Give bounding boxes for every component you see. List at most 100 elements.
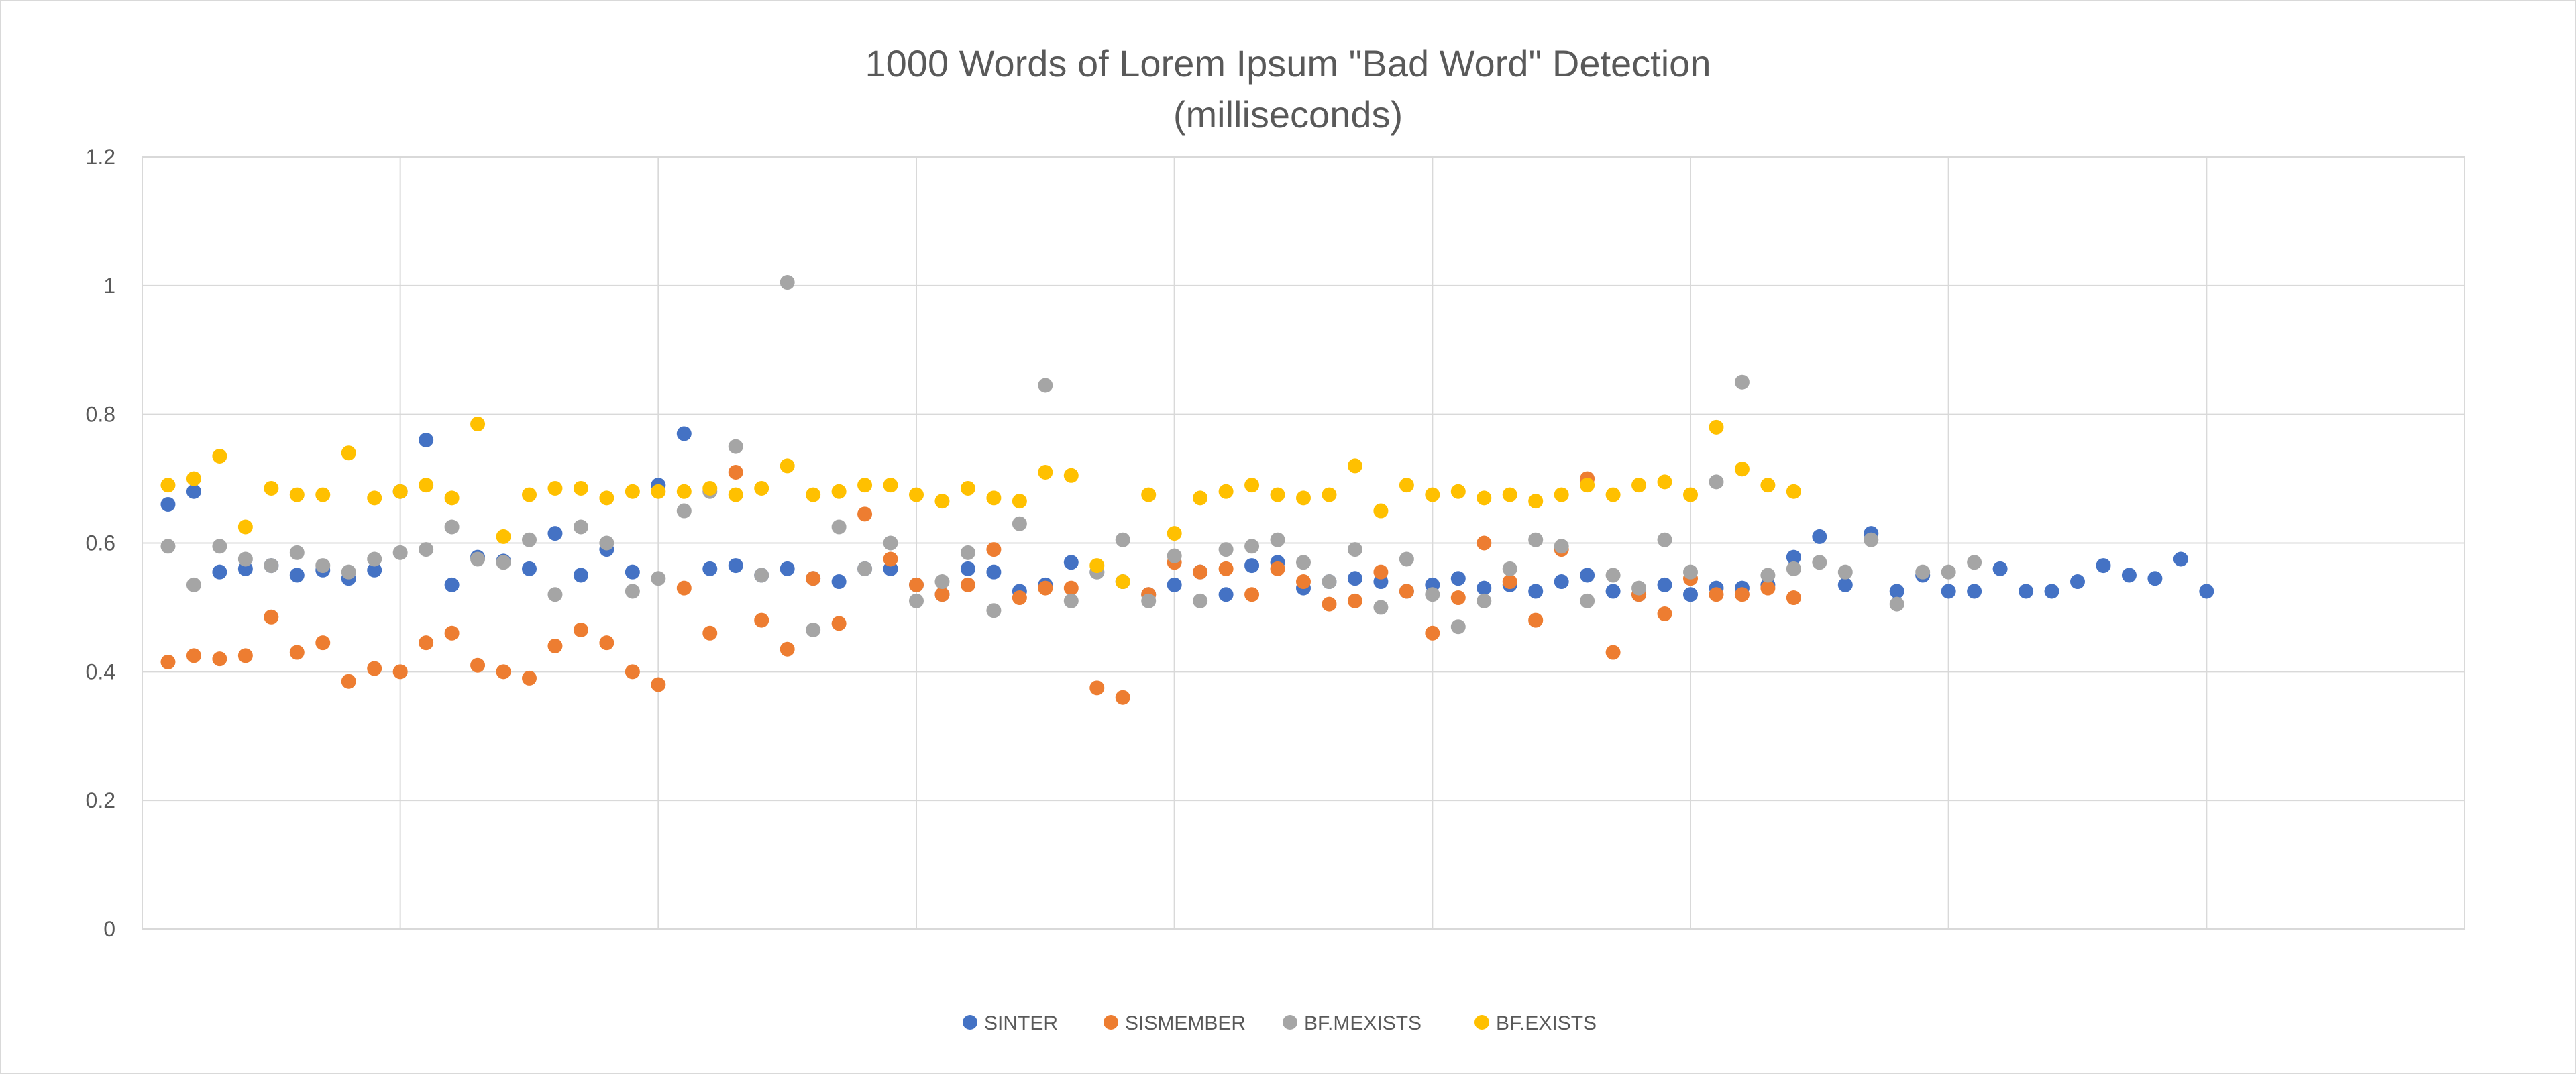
point-bf-exists [1373, 503, 1389, 519]
point-bf-exists [1502, 487, 1517, 502]
point-bf-exists [470, 417, 486, 432]
point-bf-mexists [934, 574, 950, 590]
point-sismember [237, 648, 253, 663]
point-sismember [1450, 590, 1466, 606]
point-bf-mexists [1554, 539, 1569, 554]
point-sismember [1477, 535, 1492, 551]
point-sinter [1528, 584, 1544, 599]
point-bf-exists [1141, 487, 1157, 502]
point-bf-exists [728, 487, 743, 502]
point-sismember [1605, 645, 1621, 660]
point-bf-exists [1425, 487, 1440, 502]
point-sinter [1477, 580, 1492, 596]
point-bf-exists [780, 458, 795, 474]
point-sismember [367, 661, 382, 676]
point-bf-exists [264, 480, 279, 496]
y-tick-label: 0.4 [86, 659, 115, 684]
point-sismember [419, 635, 434, 651]
point-sismember [702, 625, 718, 641]
point-bf-mexists [547, 587, 563, 602]
point-bf-exists [1193, 490, 1208, 506]
point-sismember [625, 664, 640, 680]
point-sismember [1244, 587, 1260, 602]
point-sismember [1347, 593, 1362, 608]
y-tick-label: 0.8 [86, 402, 115, 427]
legend-label-sismember: SISMEMBER [1125, 1012, 1246, 1034]
point-bf-mexists [1967, 555, 1982, 570]
point-sinter [625, 564, 640, 580]
point-bf-mexists [315, 558, 331, 574]
point-bf-mexists [1477, 593, 1492, 608]
point-sinter [1683, 587, 1698, 602]
point-bf-mexists [186, 577, 201, 592]
point-bf-exists [1631, 478, 1647, 493]
point-sismember [1760, 580, 1776, 596]
point-sismember [1063, 580, 1079, 596]
legend-label-bf-mexists: BF.MEXISTS [1304, 1012, 1421, 1034]
point-bf-exists [573, 480, 588, 496]
point-sismember [264, 609, 279, 625]
point-sinter [522, 561, 537, 576]
point-bf-exists [186, 471, 201, 486]
data-points [160, 275, 2214, 705]
point-bf-exists [1786, 484, 1801, 499]
point-sinter [367, 562, 382, 578]
point-sinter [160, 496, 176, 512]
point-bf-mexists [392, 545, 408, 560]
point-bf-mexists [1734, 374, 1750, 390]
point-bf-mexists [1528, 532, 1544, 547]
point-bf-exists [1709, 419, 1724, 435]
legend-label-bf-exists: BF.EXISTS [1496, 1012, 1597, 1034]
point-sinter [831, 574, 847, 590]
point-bf-mexists [1837, 564, 1853, 580]
point-bf-exists [160, 478, 176, 493]
point-bf-exists [1244, 478, 1260, 493]
point-sismember [160, 654, 176, 669]
point-bf-mexists [160, 539, 176, 554]
point-sismember [392, 664, 408, 680]
point-bf-mexists [1347, 542, 1362, 557]
point-bf-mexists [212, 539, 227, 554]
point-sismember [728, 464, 743, 480]
point-bf-mexists [1218, 542, 1234, 557]
point-bf-mexists [1425, 587, 1440, 602]
point-sismember [1038, 580, 1053, 596]
point-sinter [1347, 571, 1362, 586]
point-sinter [1837, 577, 1853, 592]
point-sismember [780, 641, 795, 657]
point-sinter [1812, 529, 1827, 544]
point-sismember [934, 587, 950, 602]
point-bf-exists [934, 494, 950, 509]
point-bf-exists [1347, 458, 1362, 474]
point-sismember [1089, 680, 1105, 696]
point-bf-exists [857, 478, 873, 493]
point-bf-exists [237, 519, 253, 535]
point-bf-mexists [909, 593, 924, 608]
point-bf-mexists [1605, 568, 1621, 583]
point-bf-exists [1012, 494, 1027, 509]
point-sinter [2070, 574, 2085, 590]
point-sinter [289, 568, 305, 583]
point-bf-mexists [1193, 593, 1208, 608]
point-sismember [1734, 587, 1750, 602]
point-bf-exists [212, 449, 227, 464]
point-sismember [857, 506, 873, 522]
point-bf-mexists [1864, 532, 1879, 547]
point-sinter [2147, 571, 2163, 586]
point-sismember [186, 648, 201, 663]
point-sismember [315, 635, 331, 651]
point-bf-mexists [728, 439, 743, 454]
point-bf-mexists [986, 603, 1002, 618]
point-bf-mexists [367, 551, 382, 567]
point-sinter [1786, 549, 1801, 565]
y-tick-label: 1.2 [86, 145, 115, 169]
point-sismember [831, 616, 847, 631]
point-bf-exists [831, 484, 847, 499]
point-bf-mexists [676, 503, 692, 519]
point-bf-mexists [1502, 561, 1517, 576]
point-sismember [599, 635, 614, 651]
point-bf-exists [1399, 478, 1414, 493]
point-sinter [728, 558, 743, 574]
point-bf-mexists [496, 555, 511, 570]
